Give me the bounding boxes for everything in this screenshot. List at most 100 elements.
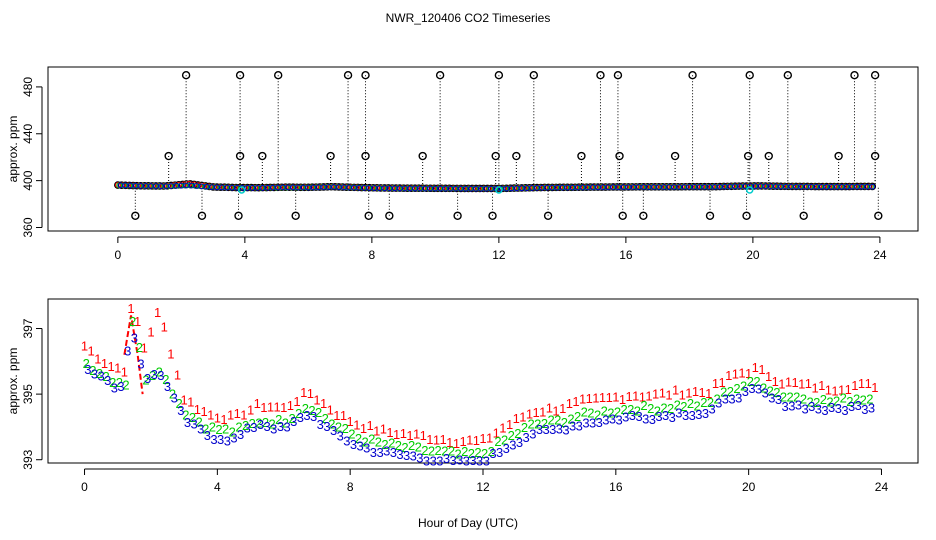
outlier-point bbox=[850, 70, 859, 80]
series-symbol: 2 bbox=[408, 438, 415, 453]
series-symbol: 3 bbox=[549, 422, 556, 437]
series-symbol: 3 bbox=[463, 453, 470, 468]
series-symbol: 1 bbox=[612, 390, 619, 405]
series-symbol: 3 bbox=[509, 437, 516, 452]
series-symbol: 2 bbox=[96, 366, 103, 381]
series-symbol: 1 bbox=[692, 384, 699, 399]
series-symbol: 1 bbox=[765, 369, 772, 384]
series-symbol: 2 bbox=[700, 395, 707, 410]
outlier-point bbox=[874, 211, 883, 220]
series-symbol: 2 bbox=[368, 432, 375, 447]
series-symbol: 2 bbox=[169, 387, 176, 402]
series-symbol: 2 bbox=[727, 384, 734, 399]
series-symbol: 3 bbox=[137, 357, 144, 372]
outlier-point bbox=[491, 151, 500, 161]
series-symbol: 1 bbox=[539, 404, 546, 419]
series-symbol: 3 bbox=[210, 432, 217, 447]
series-symbol: 1 bbox=[459, 434, 466, 449]
series-symbol: 2 bbox=[640, 398, 647, 413]
series-symbol: 2 bbox=[129, 314, 136, 329]
series-symbol: 2 bbox=[295, 406, 302, 421]
series-symbol: 1 bbox=[200, 404, 207, 419]
series-symbol: 3 bbox=[317, 417, 324, 432]
series-symbol: 3 bbox=[848, 399, 855, 414]
series-symbol: 2 bbox=[149, 368, 156, 383]
series-symbol: 3 bbox=[801, 402, 808, 417]
series-symbol: 3 bbox=[496, 445, 503, 460]
series-symbol: 1 bbox=[665, 388, 672, 403]
series-symbol: 3 bbox=[675, 406, 682, 421]
series-symbol: 2 bbox=[860, 393, 867, 408]
series-symbol: 1 bbox=[274, 400, 281, 415]
series-symbol: 1 bbox=[825, 383, 832, 398]
series-symbol: 1 bbox=[300, 385, 307, 400]
series-symbol: 2 bbox=[249, 416, 256, 431]
series-symbol: 2 bbox=[833, 393, 840, 408]
series-symbol: 1 bbox=[659, 386, 666, 401]
series-symbol: 2 bbox=[162, 372, 169, 387]
series-symbol: 3 bbox=[602, 412, 609, 427]
series-symbol: 3 bbox=[104, 373, 111, 388]
series-symbol: 1 bbox=[473, 433, 480, 448]
series-symbol: 1 bbox=[333, 408, 340, 423]
series-symbol: 3 bbox=[742, 384, 749, 399]
series-symbol: 2 bbox=[621, 402, 628, 417]
outlier-point bbox=[364, 211, 373, 220]
series-symbol: 2 bbox=[547, 413, 554, 428]
series-symbol: 2 bbox=[461, 444, 468, 459]
series-symbol: 2 bbox=[674, 397, 681, 412]
series-symbol: 1 bbox=[552, 403, 559, 418]
series-symbol: 1 bbox=[446, 435, 453, 450]
series-symbol: 2 bbox=[415, 439, 422, 454]
series-symbol: 3 bbox=[642, 411, 649, 426]
series-symbol: 3 bbox=[536, 422, 543, 437]
series-symbol: 2 bbox=[607, 406, 614, 421]
series-symbol: 1 bbox=[154, 305, 161, 320]
outlier-point bbox=[488, 211, 497, 220]
series-symbol: 3 bbox=[662, 408, 669, 423]
series-symbol: 2 bbox=[820, 392, 827, 407]
series-symbol: 3 bbox=[808, 399, 815, 414]
series-symbol: 1 bbox=[818, 378, 825, 393]
series-symbol: 3 bbox=[144, 371, 151, 386]
series-symbol: 3 bbox=[337, 428, 344, 443]
series-symbol: 2 bbox=[302, 401, 309, 416]
chart-title: NWR_120406 CO2 Timeseries bbox=[386, 11, 551, 25]
outlier-point bbox=[131, 211, 140, 220]
series-symbol: 1 bbox=[778, 377, 785, 392]
y-axis-label-2: approx. ppm bbox=[6, 348, 20, 415]
series-symbol: 2 bbox=[654, 404, 661, 419]
series-symbol: 2 bbox=[787, 389, 794, 404]
series-symbol: 2 bbox=[846, 394, 853, 409]
series-symbol: 2 bbox=[614, 405, 621, 420]
series-symbol: 1 bbox=[94, 351, 101, 366]
outlier-point bbox=[529, 70, 539, 80]
series-symbol: 1 bbox=[752, 360, 759, 375]
series-symbol: 3 bbox=[270, 422, 277, 437]
series-symbol: 3 bbox=[131, 330, 138, 345]
outlier-point bbox=[596, 70, 605, 80]
series-symbol: 1 bbox=[267, 400, 274, 415]
series-symbol: 1 bbox=[340, 408, 347, 423]
series-symbol: 3 bbox=[702, 406, 709, 421]
series-symbol: 1 bbox=[127, 301, 134, 316]
series-symbol: 3 bbox=[795, 397, 802, 412]
series-symbol: 1 bbox=[645, 388, 652, 403]
series-symbol: 3 bbox=[516, 435, 523, 450]
series-symbol: 3 bbox=[622, 409, 629, 424]
series-symbol: 2 bbox=[866, 392, 873, 407]
series-symbol: 3 bbox=[343, 433, 350, 448]
series-symbol: 1 bbox=[234, 406, 241, 421]
series-symbol: 2 bbox=[694, 399, 701, 414]
series-symbol: 2 bbox=[826, 394, 833, 409]
series-symbol: 1 bbox=[725, 368, 732, 383]
series-symbol: 1 bbox=[513, 411, 520, 426]
series-symbol: 2 bbox=[176, 396, 183, 411]
series-symbol: 1 bbox=[400, 426, 407, 441]
series-symbol: 3 bbox=[821, 403, 828, 418]
series-symbol: 1 bbox=[187, 394, 194, 409]
series-symbol: 2 bbox=[189, 410, 196, 425]
series-symbol: 2 bbox=[102, 369, 109, 384]
series-symbol: 3 bbox=[84, 362, 91, 377]
series-symbol: 2 bbox=[806, 394, 813, 409]
